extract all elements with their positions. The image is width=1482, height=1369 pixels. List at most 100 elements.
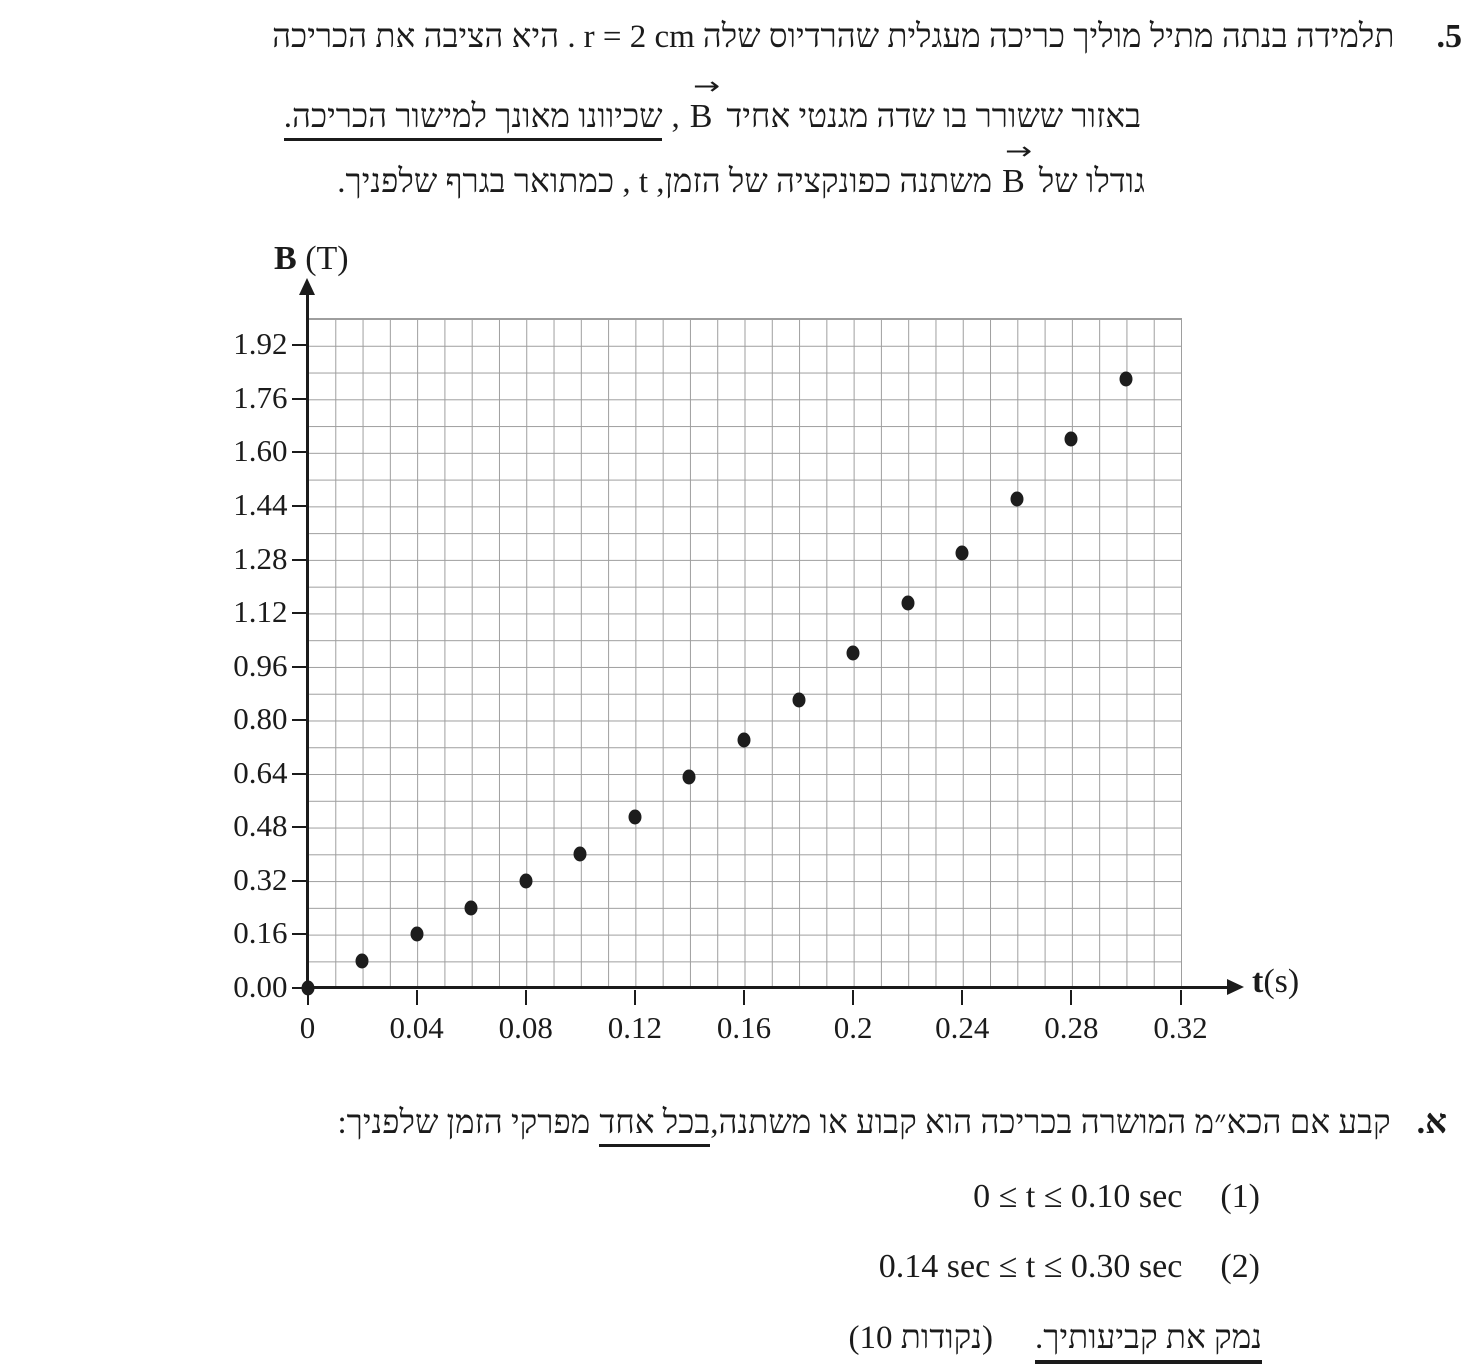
section-a-text-before: קבע אם הכא״מ המושרה בכריכה הוא קבוע או מ… <box>710 1105 1391 1141</box>
y-axis-arrow-icon <box>299 278 315 295</box>
x-axis-tick <box>852 990 855 1005</box>
y-axis-tick-label: 0.32 <box>233 861 288 897</box>
b-vector-letter: B <box>1002 163 1025 200</box>
y-axis-tick <box>291 772 308 775</box>
item-1-number: (1) <box>1220 1178 1260 1215</box>
y-axis-tick <box>291 504 308 507</box>
b-vector-letter: B <box>689 98 713 135</box>
y-axis-title-unit: (T) <box>305 240 349 277</box>
vector-arrow-icon: → <box>1005 137 1033 165</box>
x-axis-tick-label: 0.28 <box>1044 1010 1099 1045</box>
data-point <box>737 732 751 748</box>
plot-area: 0.00 0.16 0.32 0.48 0.64 0.80 0.96 1.12 1.28 1.44… <box>233 317 1208 1045</box>
x-axis-tick <box>415 990 418 1005</box>
x-axis-tick-label: 0.2 <box>833 1010 873 1045</box>
y-axis-tick-label: 1.44 <box>233 486 288 522</box>
data-point <box>628 809 642 825</box>
data-point <box>1119 371 1133 387</box>
x-axis-title: t(s) <box>1252 963 1299 1001</box>
data-point <box>792 692 806 708</box>
x-axis-tick-label: 0.16 <box>716 1010 772 1045</box>
y-axis-tick-label: 0.96 <box>233 647 288 683</box>
y-axis-tick <box>291 397 308 400</box>
y-axis-tick <box>291 612 308 615</box>
x-axis-title-symbol: t <box>1252 963 1264 1000</box>
vector-arrow-icon: → <box>692 72 720 100</box>
y-axis-tick <box>291 451 308 454</box>
b-vector-symbol: B → <box>1002 139 1032 204</box>
y-axis-tick-label: 1.92 <box>233 326 288 362</box>
x-axis-tick <box>743 990 745 1005</box>
y-axis-tick-label: 0.64 <box>233 754 288 790</box>
data-point <box>901 595 915 611</box>
x-axis-tick-label: 0.24 <box>935 1010 990 1045</box>
data-point <box>1064 431 1078 447</box>
question-number: 5. <box>1436 18 1463 55</box>
y-axis-tick-label: 1.28 <box>233 540 288 576</box>
section-a-footer: נמק את קביעותיך. (10 נקודות) <box>848 1318 1262 1364</box>
question-line2-underlined: שכיוונו מאונך למישור הכריכה. <box>283 99 663 141</box>
y-axis <box>306 288 309 989</box>
section-a-text-after: מפרקי הזמן שלפניך: <box>337 1105 591 1141</box>
y-axis-tick-label: 0.48 <box>233 808 288 844</box>
footer-points-badge: (10 נקודות) <box>848 1320 994 1356</box>
x-axis-tick-label: 0.04 <box>389 1010 444 1045</box>
y-axis-tick-label: 1.76 <box>233 379 288 415</box>
y-axis-tick <box>291 879 308 882</box>
x-axis-tick <box>306 990 309 1005</box>
x-axis-tick-label: 0 <box>299 1010 316 1045</box>
data-point <box>464 900 478 916</box>
y-axis-title-symbol: B <box>274 240 297 277</box>
x-axis <box>305 985 1234 989</box>
y-axis-tick-label: 1.60 <box>233 433 288 469</box>
x-axis-tick-label: 0.12 <box>607 1010 662 1045</box>
x-axis-tick <box>524 990 527 1005</box>
question-line2-comma: , <box>671 99 680 135</box>
question-line3-text-after: משתנה כפונקציה של הזמן, t , כמתואר בגרף … <box>337 164 993 200</box>
x-axis-tick <box>1070 990 1073 1005</box>
item-2-formula: 0.14 sec ≤ t ≤ 0.30 sec <box>878 1248 1183 1285</box>
data-point <box>682 769 696 785</box>
y-axis-tick <box>291 665 308 668</box>
radius-formula: r = 2 cm <box>583 19 695 55</box>
data-point <box>355 953 369 969</box>
section-a-line: א. קבע אם הכא״מ המושרה בכריכה הוא קבוע או… <box>328 1102 1447 1147</box>
b-vector-symbol: B → <box>689 74 720 139</box>
x-axis-tick <box>633 990 636 1005</box>
section-a-item-2: (2) 0.14 sec ≤ t ≤ 0.30 sec <box>879 1248 1260 1286</box>
item-1-formula: 0 ≤ t ≤ 0.10 sec <box>973 1178 1183 1215</box>
data-point <box>519 873 533 889</box>
y-axis-tick-label: 1.12 <box>233 593 288 629</box>
question-line-3: גודלו שלB → משתנה כפונקציה של הזמן, t , כמ… <box>337 139 1145 204</box>
y-axis-tick <box>291 826 308 829</box>
y-axis-tick <box>291 933 308 936</box>
data-point <box>410 926 424 942</box>
section-a-item-1: (1) 0 ≤ t ≤ 0.10 sec <box>973 1178 1260 1216</box>
x-axis-title-unit: (s) <box>1263 963 1300 1000</box>
data-point <box>1010 491 1024 507</box>
y-axis-tick-label: 0.00 <box>233 968 288 1004</box>
question-line1-text-before: תלמידה בנתה מתיל מוליך כריכה מעגלית שהרד… <box>702 19 1395 55</box>
y-axis-title: B (T) <box>274 240 349 278</box>
data-point <box>573 846 587 862</box>
x-axis-tick-label: 0.08 <box>498 1010 553 1045</box>
question-line3-text-before: גודלו של <box>1038 164 1145 200</box>
data-point <box>846 645 860 661</box>
question-line2-text: באזור ששורר בו שדה מגנטי אחיד <box>726 99 1141 135</box>
y-axis-tick <box>291 558 308 561</box>
question-line-1: 5. תלמידה בנתה מתיל מוליך כריכה מעגלית שה… <box>272 16 1462 59</box>
question-line1-text-after: . היא הציבה את הכריכה <box>272 19 576 55</box>
x-axis-tick <box>961 990 964 1005</box>
y-axis-tick <box>291 344 308 347</box>
footer-instruction-underlined: נמק את קביעותיך. <box>1035 1320 1262 1364</box>
section-a-label: א. <box>1416 1104 1447 1141</box>
question-line-2: באזור ששורר בו שדה מגנטי אחידB → ,שכיוונו … <box>275 74 1141 141</box>
y-axis-tick-label: 0.16 <box>233 915 288 951</box>
item-2-number: (2) <box>1220 1248 1260 1285</box>
x-axis-arrow-icon <box>1227 978 1244 995</box>
y-axis-tick-label: 0.80 <box>233 701 288 737</box>
y-axis-tick <box>291 987 308 989</box>
data-point <box>955 545 969 561</box>
x-axis-tick-label: 0.32 <box>1153 1010 1208 1045</box>
